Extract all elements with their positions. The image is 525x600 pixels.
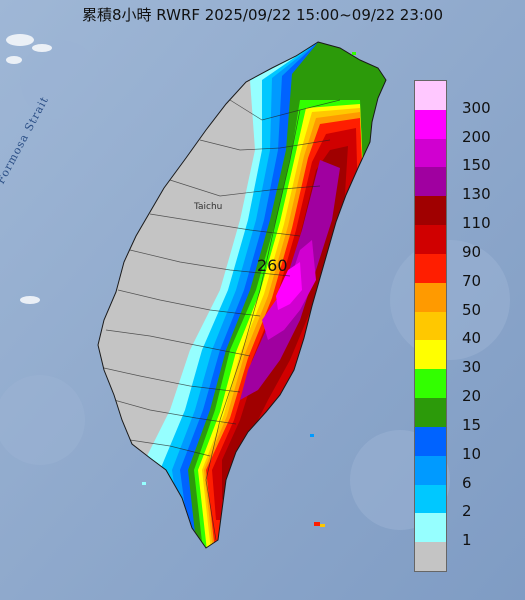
legend-label: 110	[462, 214, 491, 233]
legend-label: 50	[462, 300, 482, 319]
legend-swatch	[415, 138, 446, 168]
legend-label: 90	[462, 242, 482, 261]
legend-label: 20	[462, 387, 482, 406]
legend-swatch	[415, 225, 446, 255]
legend-label: 70	[462, 271, 482, 290]
legend-swatch	[415, 81, 446, 111]
legend-swatch	[415, 282, 446, 313]
legend-swatch	[415, 455, 446, 486]
legend-swatch	[415, 196, 446, 226]
map-title: 累積8小時 RWRF 2025/09/22 15:00~09/22 23:00	[81, 6, 444, 24]
legend-label: 2	[462, 502, 472, 521]
legend-swatch	[415, 513, 446, 543]
legend-label: 6	[462, 473, 472, 492]
legend-label: 15	[462, 415, 482, 434]
legend-swatch	[415, 426, 446, 457]
city-label: Taichu	[194, 202, 223, 212]
county-boundaries	[103, 99, 341, 541]
offshore-islets	[142, 52, 356, 527]
clouds	[6, 34, 52, 304]
legend-swatch	[415, 340, 446, 370]
legend-label: 40	[462, 329, 482, 348]
legend-swatch	[415, 167, 446, 197]
max-rainfall-value: 260	[257, 256, 288, 275]
legend-label: 1	[462, 531, 472, 550]
legend-label: 300	[462, 98, 491, 117]
legend-label: 10	[462, 444, 482, 463]
legend-swatch	[415, 369, 446, 399]
legend-label: 30	[462, 358, 482, 377]
legend-swatch	[415, 253, 446, 284]
legend-label: 150	[462, 156, 491, 175]
legend-label: 200	[462, 127, 491, 146]
legend-swatch	[415, 398, 446, 428]
legend-swatch	[415, 484, 446, 514]
legend-swatch	[415, 311, 446, 341]
color-scale-legend	[414, 80, 447, 572]
legend-swatch	[415, 542, 446, 572]
island-coastline	[97, 41, 387, 549]
legend-label: 130	[462, 185, 491, 204]
legend-swatch	[415, 109, 446, 140]
